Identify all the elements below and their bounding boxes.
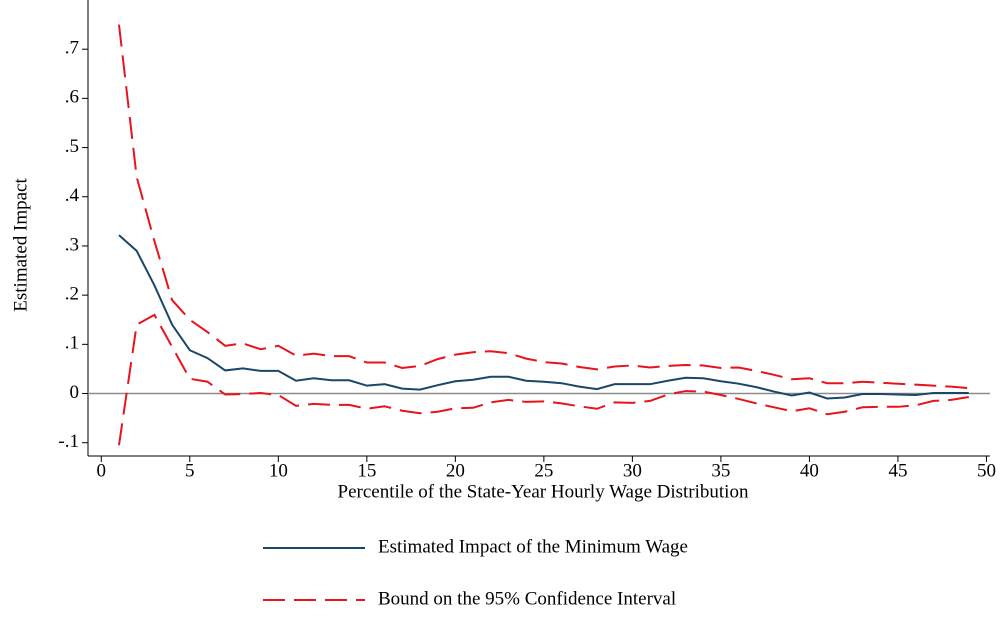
- x-tick-label: 15: [357, 460, 376, 481]
- x-tick-label: 35: [711, 460, 730, 481]
- legend-label: Bound on the 95% Confidence Interval: [378, 588, 676, 609]
- x-tick-label: 45: [888, 460, 907, 481]
- y-tick-label: .2: [65, 284, 79, 305]
- series-line: [117, 313, 969, 446]
- series-line: [118, 234, 969, 400]
- y-tick-label: .4: [65, 185, 80, 206]
- x-tick-label: 20: [446, 460, 465, 481]
- x-tick-label: 25: [534, 460, 553, 481]
- y-tick-label: .1: [65, 333, 79, 354]
- x-axis-label: Percentile of the State-Year Hourly Wage…: [338, 481, 749, 502]
- y-tick-label: .3: [65, 234, 79, 255]
- x-tick-label: 0: [97, 460, 107, 481]
- x-tick-label: 10: [269, 460, 288, 481]
- y-tick-label: 0: [70, 382, 80, 403]
- x-tick-label: 30: [623, 460, 642, 481]
- legend-label: Estimated Impact of the Minimum Wage: [378, 536, 688, 557]
- x-tick-label: 40: [800, 460, 819, 481]
- x-tick-label: 50: [977, 460, 996, 481]
- y-tick-label: -.1: [58, 431, 79, 452]
- y-tick-label: .6: [65, 87, 79, 108]
- y-tick-label: .5: [65, 136, 79, 157]
- x-tick-label: 5: [185, 460, 195, 481]
- y-axis-label: Estimated Impact: [10, 178, 31, 312]
- y-tick-label: .7: [65, 38, 79, 59]
- series-line: [117, 24, 969, 390]
